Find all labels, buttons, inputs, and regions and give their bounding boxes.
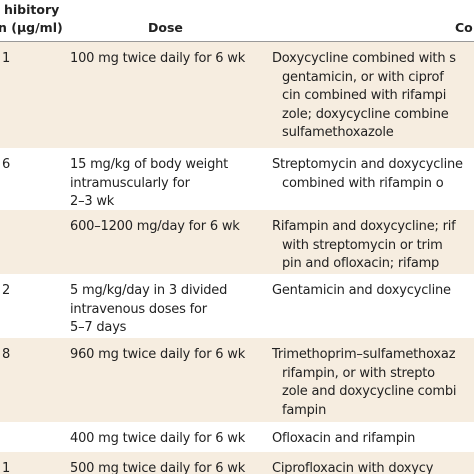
combination-line: combined with rifampin o xyxy=(282,175,444,191)
dose-line: 960 mg twice daily for 6 wk xyxy=(70,347,246,362)
mic-cell: 6 xyxy=(2,157,11,172)
mic-cell: 1 xyxy=(2,461,11,474)
header-combination: Co xyxy=(455,20,473,35)
table-row: 600–1200 mg/day for 6 wk Rifampin and dox… xyxy=(0,210,474,274)
combination-line: Streptomycin and doxycycline xyxy=(272,157,463,172)
combination-line: Gentamicin and doxycycline xyxy=(272,283,451,298)
dose-cell: 500 mg twice daily for 6 wk xyxy=(70,460,245,474)
combination-line: Ofloxacin and rifampin xyxy=(272,431,416,446)
dose-line: 600–1200 mg/day for 6 wk xyxy=(70,219,240,234)
combination-cell: Doxycycline combined with s gentamicin, o… xyxy=(272,50,456,143)
dose-cell: 400 mg twice daily for 6 wk xyxy=(70,430,245,449)
combination-line: zole and doxycycline combi xyxy=(282,384,457,400)
combination-cell: Ciprofloxacin with doxycy xyxy=(272,460,433,474)
combination-line: pin and ofloxacin; rifamp xyxy=(282,256,440,272)
dose-line: 400 mg twice daily for 6 wk xyxy=(70,431,246,446)
dose-cell: 100 mg twice daily for 6 wk xyxy=(70,50,245,69)
table-row: 6 15 mg/kg of body weight intramuscularly … xyxy=(0,148,474,210)
combination-line: gentamicin, or with ciprof xyxy=(282,69,444,85)
combination-line: fampin xyxy=(282,402,327,418)
combination-line: Doxycycline combined with s xyxy=(272,51,456,66)
combination-line: with streptomycin or trim xyxy=(282,237,443,253)
dose-line: 500 mg twice daily for 6 wk xyxy=(70,461,246,474)
dose-cell: 15 mg/kg of body weight intramuscularly f… xyxy=(70,156,228,210)
combination-line: zole; doxycycline combine xyxy=(282,106,449,122)
header-dose: Dose xyxy=(148,20,183,35)
header-mic: hibitory xyxy=(4,2,60,17)
combination-line: cin combined with rifampi xyxy=(282,88,447,104)
combination-line: Rifampin and doxycycline; rif xyxy=(272,219,456,234)
table-row: 8 960 mg twice daily for 6 wk Trimethoprim… xyxy=(0,338,474,422)
table-row: 1 100 mg twice daily for 6 wk Doxycycline … xyxy=(0,42,474,148)
dose-line: 100 mg twice daily for 6 wk xyxy=(70,51,246,66)
combination-cell: Gentamicin and doxycycline xyxy=(272,282,451,301)
dose-line: 5–7 days xyxy=(70,320,127,336)
dose-line: 5 mg/kg/day in 3 divided xyxy=(70,283,228,298)
mic-cell: 1 xyxy=(2,51,11,66)
dose-cell: 5 mg/kg/day in 3 divided intravenous dose… xyxy=(70,282,227,338)
dose-cell: 600–1200 mg/day for 6 wk xyxy=(70,218,240,237)
combination-cell: Ofloxacin and rifampin xyxy=(272,430,415,449)
combination-cell: Trimethoprim–sulfamethoxaz rifampin, or w… xyxy=(272,346,457,420)
combination-line: Trimethoprim–sulfamethoxaz xyxy=(272,347,456,362)
table-row: 2 5 mg/kg/day in 3 divided intravenous dos… xyxy=(0,274,474,338)
combination-line: Ciprofloxacin with doxycy xyxy=(272,461,434,474)
dose-line: intravenous doses for xyxy=(70,301,207,317)
table-row: 1 500 mg twice daily for 6 wk Ciprofloxaci… xyxy=(0,452,474,474)
combination-cell: Rifampin and doxycycline; rif with strept… xyxy=(272,218,456,274)
header-mic: n (µg/ml) xyxy=(0,20,63,35)
header-rule xyxy=(0,41,474,42)
mic-cell: 8 xyxy=(2,347,11,362)
table-row: 400 mg twice daily for 6 wk Ofloxacin and… xyxy=(0,422,474,452)
combination-line: sulfamethoxazole xyxy=(282,125,394,141)
dose-line: 15 mg/kg of body weight xyxy=(70,157,229,172)
dose-line: 2–3 wk xyxy=(70,194,115,210)
combination-line: rifampin, or with strepto xyxy=(282,365,435,381)
combination-cell: Streptomycin and doxycycline combined wit… xyxy=(272,156,463,193)
dose-cell: 960 mg twice daily for 6 wk xyxy=(70,346,245,365)
dose-line: intramuscularly for xyxy=(70,175,190,191)
mic-cell: 2 xyxy=(2,283,11,298)
